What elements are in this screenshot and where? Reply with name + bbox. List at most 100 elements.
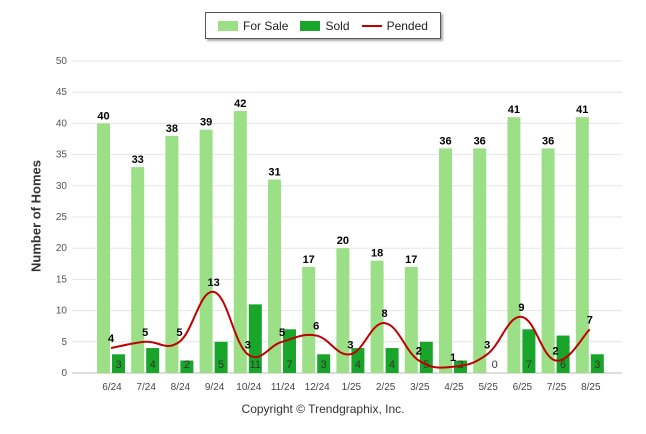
- y-tick-label: 25: [56, 212, 68, 223]
- x-tick-label: 6/25: [513, 382, 533, 393]
- legend-label-pended: Pended: [386, 18, 428, 33]
- legend-item-pended[interactable]: Pended: [361, 18, 428, 33]
- sold-bar: [112, 354, 125, 373]
- for-sale-bar: [473, 148, 487, 373]
- sold-bar: [556, 335, 570, 373]
- for-sale-bar: [439, 148, 452, 373]
- for-sale-data-label: 36: [439, 135, 451, 147]
- pended-data-label: 3: [245, 339, 251, 351]
- for-sale-data-label: 41: [576, 104, 588, 116]
- y-tick-label: 5: [61, 337, 67, 348]
- x-tick-label: 8/24: [171, 382, 191, 393]
- y-tick-label: 40: [56, 118, 68, 129]
- sold-bar: [351, 348, 365, 373]
- for-sale-swatch: [218, 20, 239, 31]
- for-sale-data-label: 18: [371, 248, 383, 260]
- for-sale-bar: [268, 179, 281, 373]
- pended-data-label: 3: [484, 339, 490, 351]
- pended-data-label: 2: [416, 346, 422, 358]
- for-sale-data-label: 38: [166, 123, 178, 135]
- sold-data-label: 3: [321, 359, 327, 371]
- for-sale-data-label: 41: [508, 104, 520, 116]
- for-sale-data-label: 42: [234, 98, 246, 110]
- sold-data-label: 0: [492, 359, 498, 371]
- sold-bar: [522, 329, 536, 373]
- for-sale-bar: [199, 129, 213, 373]
- y-tick-label: 30: [56, 181, 68, 192]
- y-tick-label: 10: [56, 306, 68, 317]
- sold-bar: [214, 341, 228, 373]
- for-sale-bar: [541, 148, 555, 373]
- for-sale-data-label: 33: [132, 154, 144, 166]
- y-axis-title: Number of Homes: [28, 160, 44, 272]
- for-sale-data-label: 17: [303, 254, 315, 266]
- for-sale-bar: [370, 260, 384, 373]
- sold-data-label: 7: [526, 359, 532, 371]
- sold-data-label: 6: [560, 359, 566, 371]
- sold-data-label: 4: [355, 359, 361, 371]
- y-tick-label: 35: [56, 150, 68, 161]
- for-sale-bar: [404, 266, 418, 373]
- pended-data-label: 1: [450, 352, 456, 364]
- sold-bar: [590, 354, 604, 373]
- for-sale-data-label: 31: [268, 167, 280, 179]
- sold-data-label: 4: [389, 359, 395, 371]
- pended-data-label: 6: [313, 321, 319, 333]
- pended-data-label: 5: [142, 327, 148, 339]
- sold-bar: [317, 354, 331, 373]
- y-tick-label: 0: [61, 368, 67, 379]
- pended-data-label: 8: [382, 308, 388, 320]
- sold-bar: [385, 348, 399, 373]
- for-sale-bar: [302, 266, 316, 373]
- for-sale-bar: [575, 117, 589, 373]
- for-sale-data-label: 17: [405, 254, 417, 266]
- copyright-text: Copyright © Trendgraphix, Inc.: [241, 402, 405, 416]
- sold-data-label: 4: [150, 359, 156, 371]
- pended-data-label: 5: [176, 327, 182, 339]
- for-sale-data-label: 36: [542, 135, 554, 147]
- for-sale-bar: [97, 123, 110, 374]
- x-tick-label: 7/25: [547, 382, 567, 393]
- legend-item-sold[interactable]: Sold: [300, 18, 350, 33]
- sold-data-label: 3: [115, 359, 121, 371]
- for-sale-bar: [233, 110, 247, 374]
- for-sale-bar: [507, 117, 521, 373]
- legend-label-sold: Sold: [325, 18, 350, 33]
- for-sale-data-label: 36: [474, 135, 486, 147]
- pended-data-label: 4: [108, 333, 115, 345]
- pended-data-label: 9: [518, 302, 524, 314]
- x-tick-label: 6/24: [102, 382, 122, 393]
- sold-data-label: 2: [184, 359, 190, 371]
- x-tick-label: 3/25: [410, 382, 430, 393]
- for-sale-bar: [131, 167, 145, 373]
- pended-data-label: 13: [207, 277, 219, 289]
- y-tick-label: 20: [56, 243, 68, 254]
- x-tick-label: 9/24: [205, 382, 225, 393]
- sold-data-label: 5: [218, 359, 224, 371]
- x-tick-label: 8/25: [581, 382, 601, 393]
- pended-data-label: 7: [587, 314, 593, 326]
- for-sale-bar: [165, 135, 179, 373]
- x-tick-label: 4/25: [444, 382, 464, 393]
- for-sale-data-label: 40: [97, 110, 109, 122]
- x-tick-label: 7/24: [136, 382, 156, 393]
- for-sale-data-label: 20: [337, 235, 349, 247]
- x-tick-label: 12/24: [305, 382, 330, 393]
- legend: For Sale Sold Pended: [205, 12, 441, 39]
- pended-data-label: 5: [279, 327, 285, 339]
- pended-data-label: 2: [553, 346, 559, 358]
- sold-data-label: 7: [286, 359, 292, 371]
- x-tick-label: 2/25: [376, 382, 396, 393]
- legend-item-for-sale[interactable]: For Sale: [218, 19, 288, 33]
- legend-label-for-sale: For Sale: [243, 18, 289, 33]
- x-tick-label: 5/25: [478, 382, 498, 393]
- y-tick-label: 50: [56, 56, 68, 67]
- for-sale-data-label: 39: [200, 117, 212, 129]
- sold-swatch: [300, 20, 321, 31]
- for-sale-bar: [336, 248, 350, 373]
- x-tick-label: 1/25: [342, 382, 362, 393]
- pended-line: [110, 290, 591, 369]
- sold-data-label: 11: [250, 359, 261, 371]
- x-tick-label: 11/24: [271, 382, 296, 393]
